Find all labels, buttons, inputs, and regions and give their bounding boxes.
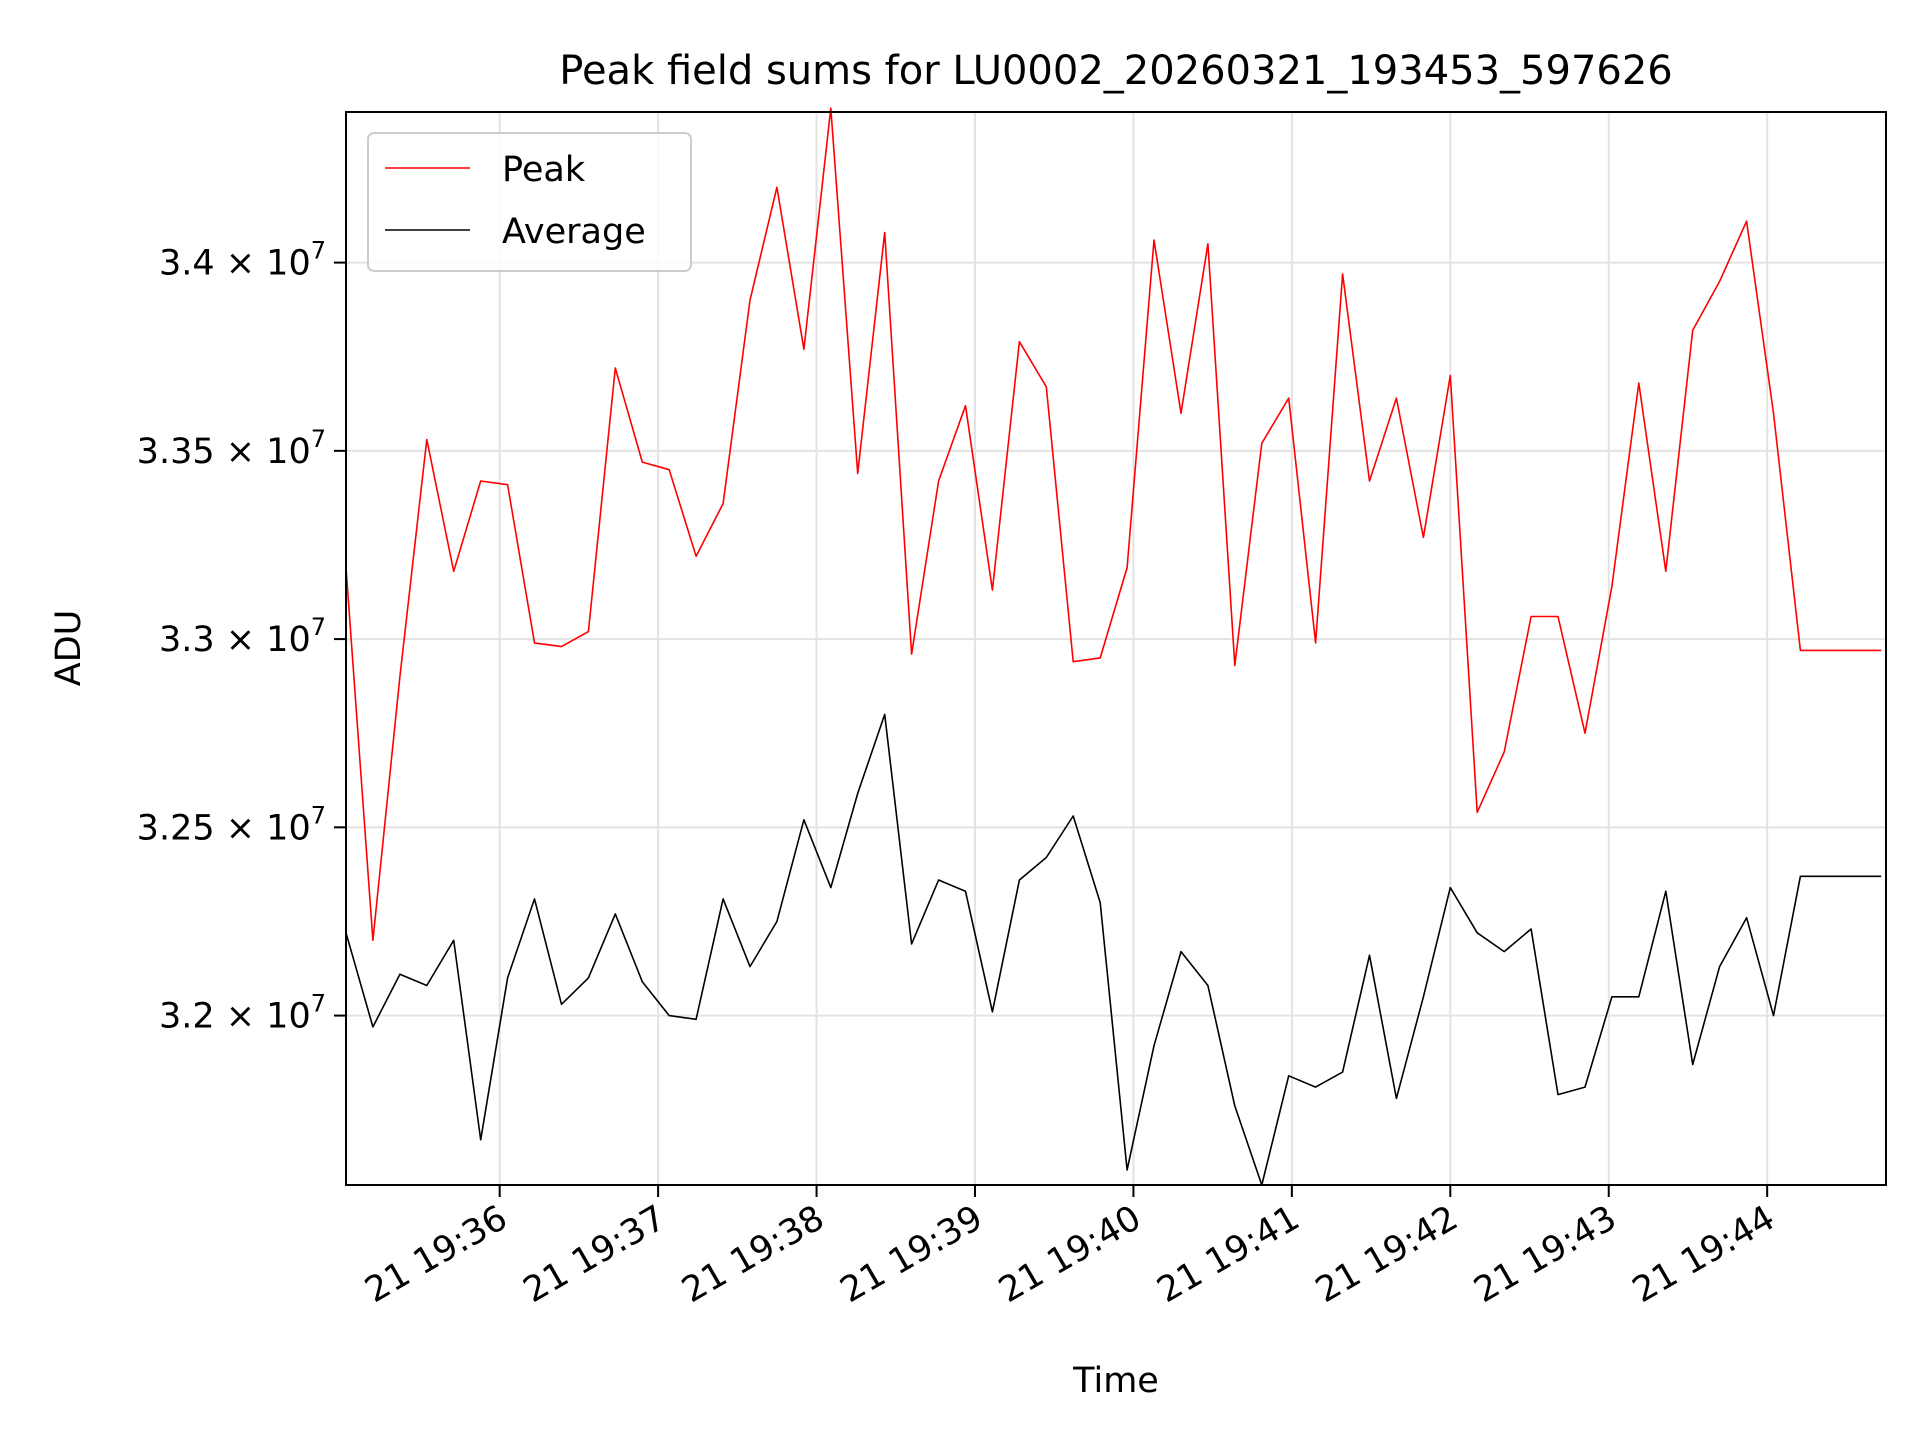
y-tick-label: 3.2 × 107 <box>159 990 326 1037</box>
plot-frame <box>345 111 1887 1186</box>
series-line-peak <box>345 107 1882 942</box>
series-line-average <box>345 713 1882 1186</box>
y-tick-label: 3.3 × 107 <box>159 613 326 660</box>
chart-title: Peak field sums for LU0002_20260321_1934… <box>559 48 1673 94</box>
x-axis-label: Time <box>1072 1361 1159 1401</box>
grid <box>346 112 1886 1185</box>
legend: Peak Average <box>367 132 692 272</box>
y-axis: 3.2 × 107 3.25 × 107 3.3 × 107 3.35 × 107 3.… <box>137 237 346 1037</box>
legend-label-peak: Peak <box>502 150 586 190</box>
legend-label-average: Average <box>502 212 646 252</box>
y-tick-label: 3.35 × 107 <box>137 425 326 472</box>
series-layer <box>345 107 1882 1186</box>
y-axis-label: ADU <box>49 610 89 687</box>
y-tick-label: 3.4 × 107 <box>159 237 326 284</box>
y-tick-label: 3.25 × 107 <box>137 801 326 848</box>
